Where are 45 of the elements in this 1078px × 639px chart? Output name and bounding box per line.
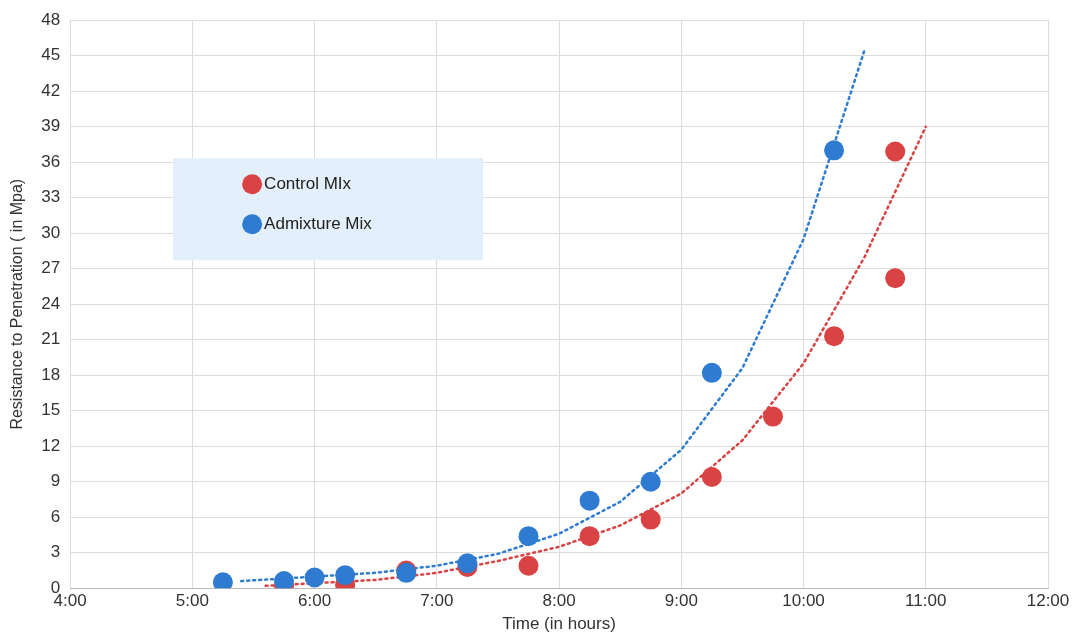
legend-label: Admixture Mix bbox=[264, 213, 373, 233]
y-tick-label: 3 bbox=[50, 542, 61, 562]
point bbox=[579, 526, 600, 547]
x-tick-label: 11:00 bbox=[905, 591, 947, 611]
point bbox=[701, 466, 722, 487]
y-tick-label: 30 bbox=[41, 222, 61, 242]
line-series bbox=[264, 125, 928, 588]
x-tick-label: 8:00 bbox=[542, 591, 576, 611]
y-tick-label: 42 bbox=[41, 80, 61, 100]
point bbox=[762, 406, 783, 427]
y-axis-title: Resistance to Penetration ( in Mpa) bbox=[8, 178, 26, 430]
y-tick-label: 36 bbox=[41, 151, 61, 171]
point bbox=[640, 509, 661, 530]
point bbox=[304, 567, 325, 588]
x-tick-label: 9:00 bbox=[664, 591, 698, 611]
point bbox=[335, 565, 356, 586]
point bbox=[824, 140, 845, 161]
point bbox=[640, 471, 661, 492]
y-tick-label: 15 bbox=[41, 400, 61, 420]
y-tick-label: 6 bbox=[50, 506, 61, 526]
point bbox=[701, 362, 722, 383]
x-axis-title: Time (in hours) bbox=[502, 614, 616, 634]
x-tick-label: 5:00 bbox=[175, 591, 209, 611]
y-tick-label: 12 bbox=[41, 435, 61, 455]
y-tick-label: 18 bbox=[41, 364, 61, 384]
y-tick-label: 45 bbox=[41, 45, 61, 65]
y-tick-label: 39 bbox=[41, 116, 61, 136]
point bbox=[824, 326, 845, 347]
point bbox=[885, 141, 906, 162]
legend-label: Control MIx bbox=[264, 173, 352, 193]
y-tick-label: 27 bbox=[41, 258, 61, 278]
point bbox=[518, 526, 539, 547]
point bbox=[518, 555, 539, 576]
point bbox=[579, 490, 600, 511]
point bbox=[274, 571, 295, 589]
y-tick-label: 24 bbox=[41, 293, 61, 313]
x-tick-label: 6:00 bbox=[298, 591, 332, 611]
x-tick-label: 10:00 bbox=[782, 591, 825, 611]
y-tick-label: 48 bbox=[41, 9, 61, 29]
point bbox=[885, 268, 906, 289]
y-tick-label: 21 bbox=[41, 329, 61, 349]
y-tick-label: 9 bbox=[50, 471, 61, 491]
y-tick-label: 33 bbox=[41, 187, 61, 207]
x-tick-label: 12:00 bbox=[1026, 591, 1070, 611]
x-tick-label: 7:00 bbox=[420, 591, 454, 611]
